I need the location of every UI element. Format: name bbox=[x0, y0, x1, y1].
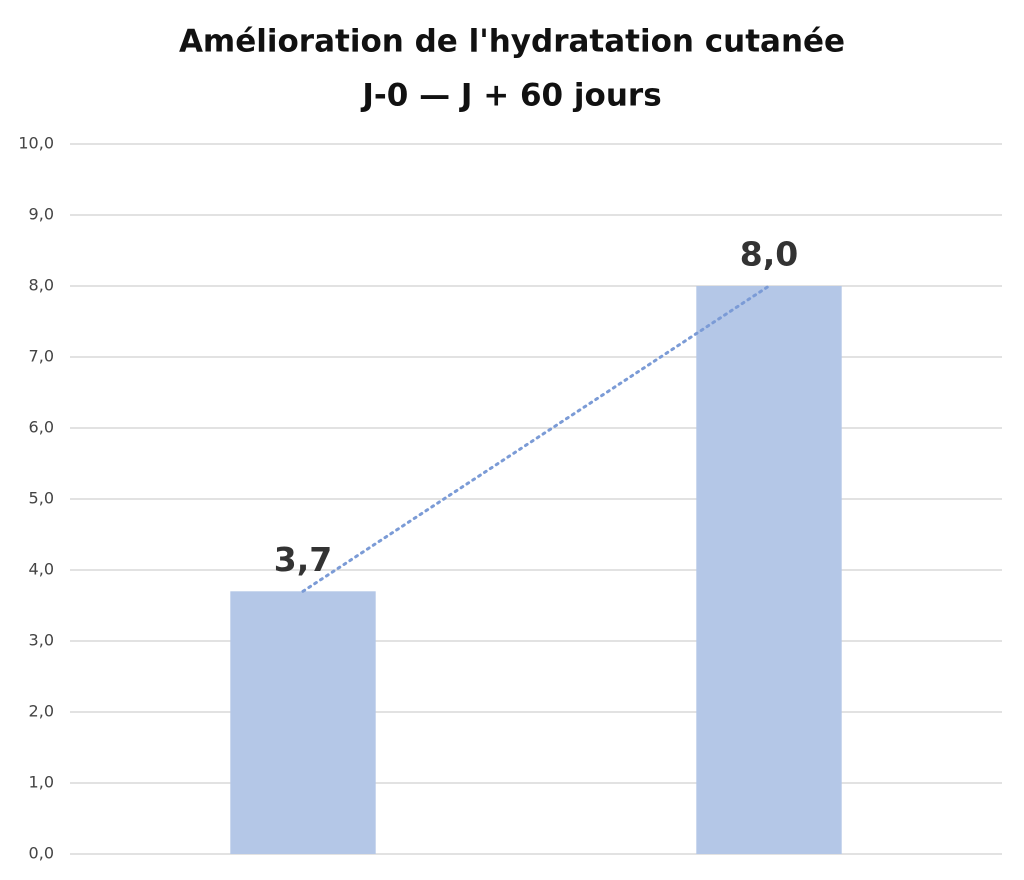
trend-line bbox=[301, 284, 771, 593]
bar bbox=[696, 286, 842, 854]
data-label: 8,0 bbox=[740, 235, 798, 274]
y-tick-label: 3,0 bbox=[29, 631, 54, 650]
y-tick-label: 5,0 bbox=[29, 489, 54, 508]
y-tick-label: 4,0 bbox=[29, 560, 54, 579]
data-label: 3,7 bbox=[274, 540, 332, 579]
y-tick-label: 7,0 bbox=[29, 347, 54, 366]
y-tick-label: 9,0 bbox=[29, 205, 54, 224]
bar bbox=[230, 591, 376, 854]
y-tick-label: 10,0 bbox=[18, 134, 54, 153]
y-tick-label: 2,0 bbox=[29, 702, 54, 721]
y-tick-label: 1,0 bbox=[29, 773, 54, 792]
y-tick-label: 0,0 bbox=[29, 844, 54, 863]
y-tick-label: 8,0 bbox=[29, 276, 54, 295]
y-tick-label: 6,0 bbox=[29, 418, 54, 437]
chart-subtitle: J-0 — J + 60 jours bbox=[360, 78, 661, 114]
chart-title: Amélioration de l'hydratation cutanée bbox=[179, 24, 845, 60]
